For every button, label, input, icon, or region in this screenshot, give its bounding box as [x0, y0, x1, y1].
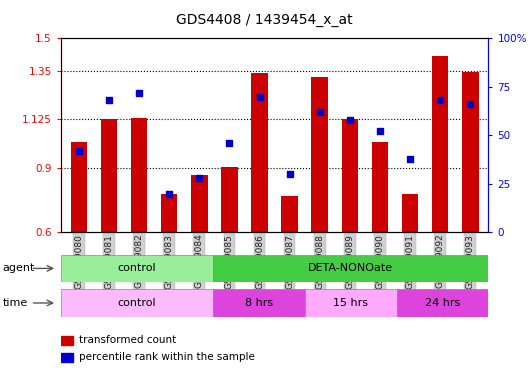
Point	[225, 140, 233, 146]
Bar	[61, 255, 213, 282]
Bar	[402, 194, 418, 232]
Bar	[71, 142, 87, 232]
Text: 8 hrs: 8 hrs	[245, 298, 274, 308]
Bar	[101, 119, 117, 232]
Bar	[305, 289, 397, 317]
Point	[316, 109, 324, 115]
Point	[74, 148, 83, 154]
Bar	[432, 56, 448, 232]
Bar	[61, 336, 73, 346]
Text: percentile rank within the sample: percentile rank within the sample	[79, 352, 254, 362]
Text: transformed count: transformed count	[79, 335, 176, 345]
Bar	[131, 118, 147, 232]
Bar	[213, 255, 488, 282]
Bar	[342, 119, 358, 232]
Point	[105, 98, 113, 104]
Bar	[397, 289, 488, 317]
Point	[346, 117, 354, 123]
Bar	[251, 73, 268, 232]
Bar	[372, 142, 388, 232]
Bar	[213, 289, 305, 317]
Point	[436, 98, 445, 104]
Point	[376, 128, 384, 134]
Bar	[161, 194, 177, 232]
Text: DETA-NONOate: DETA-NONOate	[308, 263, 393, 273]
Text: control: control	[118, 263, 156, 273]
Bar	[61, 289, 213, 317]
Point	[406, 156, 414, 162]
Bar	[191, 175, 208, 232]
Text: 24 hrs: 24 hrs	[425, 298, 460, 308]
Bar	[61, 353, 73, 362]
Text: GDS4408 / 1439454_x_at: GDS4408 / 1439454_x_at	[176, 13, 352, 27]
Bar	[221, 167, 238, 232]
Text: time: time	[3, 298, 28, 308]
Point	[286, 171, 294, 177]
Point	[135, 89, 143, 96]
Bar	[462, 72, 478, 232]
Text: control: control	[118, 298, 156, 308]
Bar	[281, 196, 298, 232]
Bar	[312, 77, 328, 232]
Point	[195, 175, 203, 181]
Text: 15 hrs: 15 hrs	[333, 298, 369, 308]
Point	[165, 190, 173, 197]
Point	[466, 101, 475, 108]
Point	[255, 93, 263, 99]
Text: agent: agent	[3, 263, 35, 273]
